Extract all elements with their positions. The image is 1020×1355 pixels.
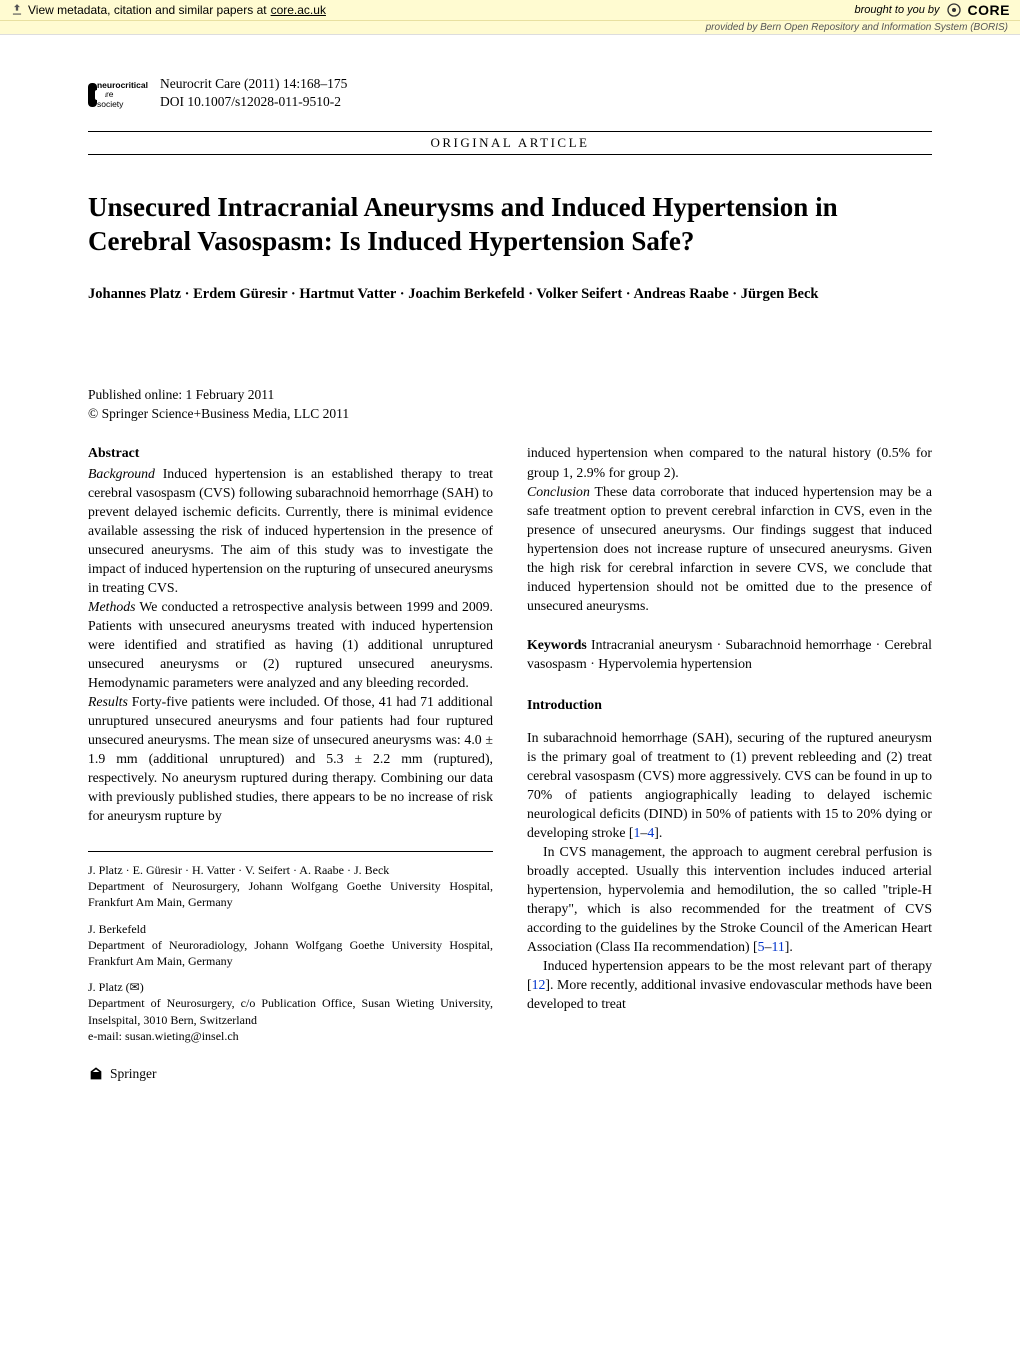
cite-11[interactable]: 11 bbox=[771, 939, 784, 954]
abstract-results: Results Forty-five patients were include… bbox=[88, 692, 493, 825]
core-circle-icon bbox=[946, 2, 962, 18]
publication-info: Published online: 1 February 2011 © Spri… bbox=[88, 386, 932, 424]
journal-citation: Neurocrit Care (2011) 14:168–175 bbox=[160, 75, 347, 93]
two-column-layout: Abstract Background Induced hypertension… bbox=[88, 443, 932, 1054]
methods-text: We conducted a retrospective analysis be… bbox=[88, 599, 493, 690]
intro-p1a: In subarachnoid hemorrhage (SAH), securi… bbox=[527, 730, 932, 840]
ncs-logo-mark bbox=[88, 83, 97, 107]
upload-icon bbox=[10, 3, 24, 17]
intro-p3: Induced hypertension appears to be the m… bbox=[527, 956, 932, 1013]
core-link[interactable]: core.ac.uk bbox=[271, 3, 326, 17]
right-column: induced hypertension when compared to th… bbox=[527, 443, 932, 1054]
introduction-heading: Introduction bbox=[527, 695, 932, 714]
journal-info: Neurocrit Care (2011) 14:168–175 DOI 10.… bbox=[160, 75, 347, 110]
left-column: Abstract Background Induced hypertension… bbox=[88, 443, 493, 1054]
affil-3-names: J. Platz (✉) bbox=[88, 979, 493, 995]
header-row: neurocritical care society Neurocrit Car… bbox=[88, 75, 932, 115]
abstract-methods: Methods We conducted a retrospective ana… bbox=[88, 597, 493, 692]
core-logo-text: CORE bbox=[968, 2, 1010, 18]
background-text: Induced hypertension is an established t… bbox=[88, 466, 493, 595]
abstract-cont: induced hypertension when compared to th… bbox=[527, 443, 932, 481]
core-bar-left: View metadata, citation and similar pape… bbox=[10, 3, 326, 17]
affil-1-names: J. Platz · E. Güresir · H. Vatter · V. S… bbox=[88, 862, 493, 878]
article-type: ORIGINAL ARTICLE bbox=[88, 131, 932, 155]
affil-3-email: e-mail: susan.wieting@insel.ch bbox=[88, 1028, 493, 1044]
article-page: neurocritical care society Neurocrit Car… bbox=[0, 35, 1020, 1104]
core-prefix-text: View metadata, citation and similar pape… bbox=[28, 3, 267, 17]
provided-source: Bern Open Repository and Information Sys… bbox=[760, 22, 1008, 33]
background-label: Background bbox=[88, 466, 155, 481]
conclusion-text: These data corroborate that induced hype… bbox=[527, 484, 932, 613]
affil-group-3: J. Platz (✉) Department of Neurosurgery,… bbox=[88, 979, 493, 1044]
abstract-conclusion: Conclusion These data corroborate that i… bbox=[527, 482, 932, 615]
methods-label: Methods bbox=[88, 599, 136, 614]
intro-p2b: ]. bbox=[785, 939, 793, 954]
journal-doi: DOI 10.1007/s12028-011-9510-2 bbox=[160, 93, 347, 111]
springer-text: Springer bbox=[110, 1066, 157, 1082]
results-text: Forty-five patients were included. Of th… bbox=[88, 694, 493, 823]
cite-12[interactable]: 12 bbox=[532, 977, 546, 992]
results-label: Results bbox=[88, 694, 128, 709]
affil-group-2: J. Berkefeld Department of Neuroradiolog… bbox=[88, 921, 493, 970]
springer-footer: Springer bbox=[88, 1066, 157, 1082]
provided-by-bar: provided by Bern Open Repository and Inf… bbox=[0, 21, 1020, 35]
ncs-line3: society bbox=[97, 100, 148, 109]
abstract-heading: Abstract bbox=[88, 443, 493, 462]
core-metadata-bar: View metadata, citation and similar pape… bbox=[0, 0, 1020, 21]
keywords-text: Intracranial aneurysm · Subarachnoid hem… bbox=[527, 637, 932, 671]
authors-list: Johannes Platz · Erdem Güresir · Hartmut… bbox=[88, 283, 932, 306]
affil-2-dept: Department of Neuroradiology, Johann Wol… bbox=[88, 937, 493, 969]
affil-3-dept: Department of Neurosurgery, c/o Publicat… bbox=[88, 995, 493, 1027]
intro-p1: In subarachnoid hemorrhage (SAH), securi… bbox=[527, 728, 932, 842]
conclusion-label: Conclusion bbox=[527, 484, 590, 499]
ncs-logo: neurocritical care society bbox=[88, 75, 148, 115]
pub-date: Published online: 1 February 2011 bbox=[88, 386, 932, 405]
affil-group-1: J. Platz · E. Güresir · H. Vatter · V. S… bbox=[88, 862, 493, 911]
abstract-background: Background Induced hypertension is an es… bbox=[88, 464, 493, 597]
keywords-block: Keywords Intracranial aneurysm · Subarac… bbox=[527, 635, 932, 673]
affil-1-dept: Department of Neurosurgery, Johann Wolfg… bbox=[88, 878, 493, 910]
keywords-heading: Keywords bbox=[527, 637, 587, 652]
article-title: Unsecured Intracranial Aneurysms and Ind… bbox=[88, 191, 932, 259]
affiliations: J. Platz · E. Güresir · H. Vatter · V. S… bbox=[88, 851, 493, 1044]
brought-by-text: brought to you by bbox=[855, 4, 940, 16]
cite-5[interactable]: 5 bbox=[758, 939, 765, 954]
intro-p3b: ]. More recently, additional invasive en… bbox=[527, 977, 932, 1011]
provided-prefix: provided by bbox=[706, 22, 760, 33]
intro-p1b: ]. bbox=[654, 825, 662, 840]
intro-p2: In CVS management, the approach to augme… bbox=[527, 842, 932, 956]
affil-2-names: J. Berkefeld bbox=[88, 921, 493, 937]
core-bar-right: brought to you by CORE bbox=[855, 2, 1010, 18]
intro-p2a: In CVS management, the approach to augme… bbox=[527, 844, 932, 954]
pub-copyright: © Springer Science+Business Media, LLC 2… bbox=[88, 405, 932, 424]
springer-icon bbox=[88, 1066, 104, 1082]
